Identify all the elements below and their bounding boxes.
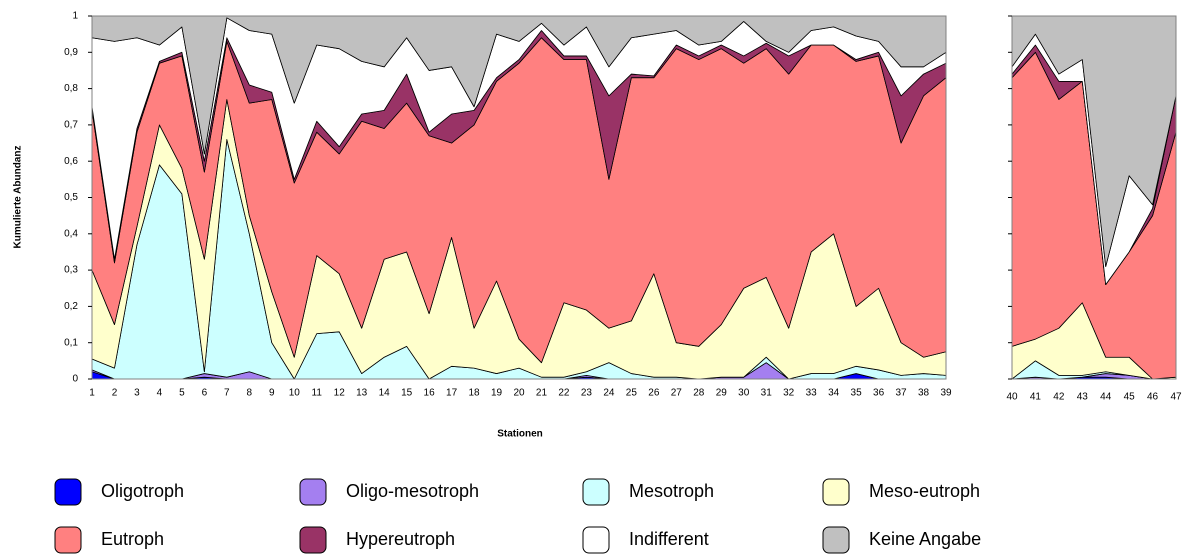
x-tick-label: 8 [247,388,253,399]
y-tick-label: 0,3 [64,265,78,276]
x-tick-label: 20 [513,388,525,399]
x-tick-label: 9 [269,388,275,399]
x-tick-label: 25 [626,388,638,399]
legend-label: Indifferent [629,529,709,549]
x-tick-label: 18 [468,388,480,399]
x-tick-label: 36 [873,388,885,399]
legend-label: Hypereutroph [346,529,455,549]
legend-label: Mesotroph [629,481,714,501]
y-tick-label: 0,5 [64,192,78,203]
x-tick-label: 4 [157,388,163,399]
y-tick-label: 0,9 [64,47,78,58]
x-tick-label: 30 [738,388,750,399]
x-tick-label: 11 [312,388,323,399]
y-axis-label: Kumulierte Abundanz [13,146,24,249]
x-tick-label: 34 [828,388,840,399]
y-tick-label: 0,1 [64,337,78,348]
x-tick-label: 37 [895,388,907,399]
y-tick-label: 0 [72,374,78,385]
legend-swatch [582,526,610,554]
x-tick-label: 45 [1124,392,1136,403]
x-axis-label: Stationen [497,429,543,440]
x-tick-label: 39 [940,388,952,399]
x-tick-label: 5 [179,388,185,399]
x-tick-label: 43 [1077,392,1089,403]
x-tick-label: 41 [1030,392,1042,403]
legend-label: Eutroph [101,529,164,549]
x-tick-label: 44 [1100,392,1112,403]
x-tick-label: 19 [491,388,503,399]
legend-swatch [582,478,610,506]
x-tick-label: 21 [536,388,548,399]
legend-label: Meso-eutroph [869,481,980,501]
legend-label: Keine Angabe [869,529,981,549]
x-tick-label: 24 [603,388,615,399]
x-tick-label: 13 [356,388,368,399]
x-tick-label: 47 [1170,392,1182,403]
y-tick-label: 1 [72,11,78,22]
x-tick-label: 38 [918,388,930,399]
legend-label: Oligotroph [101,481,184,501]
x-tick-label: 16 [424,388,436,399]
y-tick-label: 0,4 [64,228,78,239]
x-tick-label: 3 [134,388,140,399]
x-tick-label: 27 [671,388,683,399]
legend-swatch [54,526,82,554]
x-tick-label: 6 [202,388,208,399]
x-tick-label: 46 [1147,392,1159,403]
y-tick-label: 0,7 [64,120,78,131]
x-tick-label: 2 [112,388,118,399]
y-tick-label: 0,8 [64,83,78,94]
x-tick-label: 40 [1006,392,1018,403]
legend-label: Oligo-mesotroph [346,481,479,501]
x-tick-label: 29 [716,388,728,399]
x-tick-label: 1 [89,388,95,399]
y-tick-label: 0,6 [64,156,78,167]
x-tick-label: 35 [851,388,863,399]
x-tick-label: 28 [693,388,705,399]
legend-swatch [299,478,327,506]
x-tick-label: 31 [761,388,773,399]
x-tick-label: 26 [648,388,660,399]
legend-swatch [54,478,82,506]
x-tick-label: 33 [806,388,818,399]
x-tick-label: 14 [379,388,391,399]
x-tick-label: 42 [1053,392,1065,403]
x-tick-label: 23 [581,388,593,399]
x-tick-label: 17 [446,388,458,399]
x-tick-label: 32 [783,388,795,399]
x-tick-label: 12 [334,388,346,399]
legend-swatch [822,478,850,506]
legend-swatch [822,526,850,554]
legend-swatch [299,526,327,554]
x-tick-label: 15 [401,388,413,399]
x-tick-label: 22 [558,388,570,399]
x-tick-label: 7 [224,388,230,399]
x-tick-label: 10 [289,388,301,399]
y-tick-label: 0,2 [64,301,78,312]
